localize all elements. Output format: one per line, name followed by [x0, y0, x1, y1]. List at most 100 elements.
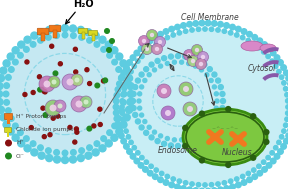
Circle shape [252, 42, 256, 46]
Ellipse shape [136, 59, 220, 143]
Circle shape [144, 160, 149, 164]
Circle shape [183, 86, 189, 92]
Circle shape [0, 67, 7, 74]
Circle shape [283, 123, 288, 127]
Circle shape [43, 90, 47, 94]
Circle shape [84, 99, 88, 105]
Circle shape [129, 140, 133, 145]
Circle shape [98, 122, 102, 126]
Circle shape [286, 75, 288, 81]
Circle shape [113, 110, 119, 116]
Circle shape [181, 186, 186, 189]
Circle shape [193, 64, 197, 68]
Circle shape [165, 174, 170, 179]
Circle shape [126, 106, 132, 113]
Circle shape [24, 36, 31, 43]
Circle shape [38, 87, 42, 92]
Circle shape [85, 68, 89, 72]
Circle shape [62, 150, 68, 156]
Circle shape [130, 154, 136, 159]
Circle shape [266, 46, 272, 51]
Circle shape [83, 98, 86, 102]
Circle shape [71, 74, 83, 86]
Circle shape [175, 24, 180, 30]
Circle shape [12, 47, 19, 54]
Circle shape [80, 96, 92, 108]
Text: Cl⁻: Cl⁻ [16, 153, 25, 159]
Circle shape [149, 46, 153, 50]
Circle shape [225, 106, 232, 112]
Circle shape [182, 125, 188, 131]
Circle shape [37, 75, 41, 79]
Circle shape [73, 47, 77, 51]
Circle shape [121, 91, 127, 97]
Circle shape [0, 98, 3, 105]
Circle shape [30, 141, 36, 146]
Circle shape [46, 155, 53, 162]
Circle shape [154, 36, 166, 47]
Circle shape [77, 155, 84, 162]
Circle shape [152, 174, 158, 179]
Circle shape [207, 67, 212, 72]
Circle shape [107, 53, 112, 58]
Circle shape [187, 22, 192, 27]
Circle shape [193, 21, 198, 26]
Circle shape [99, 145, 106, 152]
Circle shape [187, 106, 193, 112]
Circle shape [88, 81, 92, 86]
Circle shape [215, 99, 219, 103]
Circle shape [0, 106, 4, 113]
Circle shape [212, 113, 216, 117]
Circle shape [155, 47, 159, 51]
Circle shape [71, 96, 87, 112]
Circle shape [199, 188, 205, 189]
Circle shape [262, 160, 266, 164]
Circle shape [216, 78, 221, 83]
Circle shape [163, 29, 169, 34]
Circle shape [123, 67, 130, 74]
Circle shape [42, 135, 46, 139]
Circle shape [50, 44, 54, 48]
Circle shape [134, 50, 140, 56]
Circle shape [3, 91, 9, 97]
Circle shape [199, 62, 203, 66]
FancyBboxPatch shape [5, 128, 12, 132]
Circle shape [168, 54, 173, 59]
Circle shape [150, 33, 154, 37]
Circle shape [126, 135, 130, 139]
Circle shape [187, 187, 192, 189]
Bar [7, 119, 10, 124]
Circle shape [124, 65, 129, 70]
Ellipse shape [9, 38, 121, 150]
Circle shape [270, 59, 274, 63]
Circle shape [158, 31, 163, 37]
Circle shape [286, 133, 288, 139]
Circle shape [285, 93, 288, 97]
Circle shape [38, 38, 43, 43]
Circle shape [120, 105, 124, 109]
Circle shape [7, 128, 14, 135]
Circle shape [147, 38, 153, 44]
Circle shape [257, 46, 261, 50]
Circle shape [121, 83, 126, 88]
Circle shape [42, 89, 46, 93]
Circle shape [69, 25, 76, 32]
Circle shape [147, 125, 151, 129]
Circle shape [270, 50, 276, 56]
Circle shape [137, 99, 141, 103]
Circle shape [282, 81, 286, 85]
Circle shape [236, 26, 241, 32]
Circle shape [196, 58, 201, 63]
Circle shape [222, 181, 227, 185]
Circle shape [129, 69, 133, 74]
Circle shape [285, 111, 288, 115]
Circle shape [131, 91, 136, 96]
Circle shape [241, 29, 247, 34]
Circle shape [127, 60, 132, 65]
FancyBboxPatch shape [88, 30, 98, 36]
FancyBboxPatch shape [37, 28, 49, 35]
Circle shape [29, 125, 33, 129]
Circle shape [13, 123, 18, 129]
Circle shape [252, 168, 256, 172]
Circle shape [127, 149, 132, 154]
